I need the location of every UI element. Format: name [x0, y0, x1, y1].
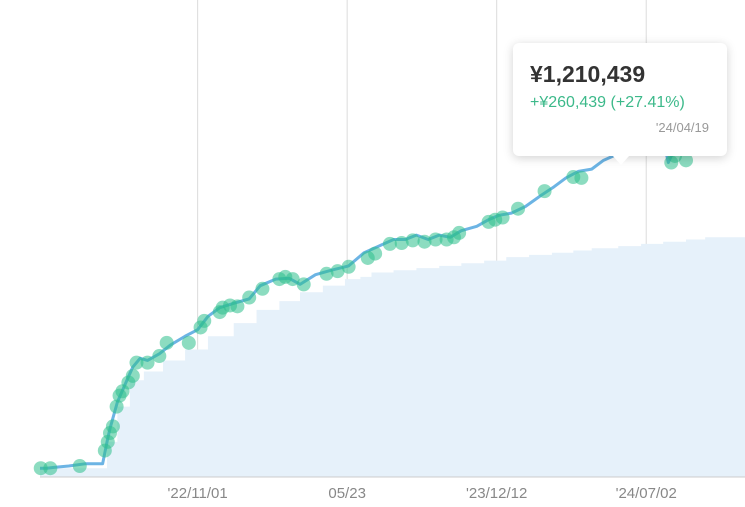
x-axis-tick-labels: '22/11/01 05/23 '23/12/12 '24/07/02 — [168, 485, 677, 502]
trade-marker-18 — [197, 313, 212, 328]
trade-marker-29 — [319, 266, 334, 281]
trade-marker-28 — [296, 277, 311, 292]
trade-marker-34 — [382, 236, 397, 251]
trade-marker-22 — [230, 299, 245, 314]
trade-marker-48 — [574, 170, 589, 185]
trade-markers — [33, 137, 693, 476]
trade-marker-23 — [242, 290, 257, 305]
x-tick-label-2: '23/12/12 — [466, 485, 527, 502]
trade-marker-33 — [368, 246, 383, 261]
tooltip-value: ¥1,210,439 — [530, 61, 646, 87]
x-tick-label-1: 05/23 — [328, 485, 366, 502]
trade-marker-12 — [129, 355, 144, 370]
trade-marker-14 — [152, 349, 167, 364]
trade-marker-30 — [330, 264, 345, 279]
trade-marker-36 — [405, 233, 420, 248]
trade-marker-13 — [140, 355, 155, 370]
trade-marker-52 — [678, 153, 693, 168]
trade-marker-7 — [109, 399, 124, 414]
tooltip-date: '24/04/19 — [655, 120, 709, 135]
tooltip-change: +¥260,439 (+27.41%) — [530, 94, 685, 111]
trade-marker-41 — [452, 225, 467, 240]
value-tooltip: ¥1,210,439 +¥260,439 (+27.41%) '24/04/19 — [513, 43, 727, 165]
trade-marker-27 — [285, 272, 300, 287]
trade-marker-46 — [537, 184, 552, 199]
invested-area-path — [40, 237, 745, 477]
x-tick-label-0: '22/11/01 — [168, 485, 228, 502]
trade-marker-35 — [394, 236, 409, 251]
trade-marker-16 — [181, 335, 196, 350]
trade-marker-1 — [43, 461, 58, 476]
trade-marker-11 — [125, 368, 140, 383]
trade-marker-0 — [33, 461, 48, 476]
trade-marker-37 — [417, 234, 432, 249]
trade-marker-6 — [105, 419, 120, 434]
invested-area — [40, 237, 745, 477]
trade-marker-45 — [511, 201, 526, 216]
x-tick-label-3: '24/07/02 — [616, 485, 677, 502]
trade-marker-15 — [159, 335, 174, 350]
trade-marker-38 — [428, 232, 443, 247]
trade-marker-31 — [341, 259, 356, 274]
trade-marker-24 — [255, 281, 270, 296]
trade-marker-2 — [72, 459, 87, 474]
trade-marker-44 — [495, 210, 510, 225]
